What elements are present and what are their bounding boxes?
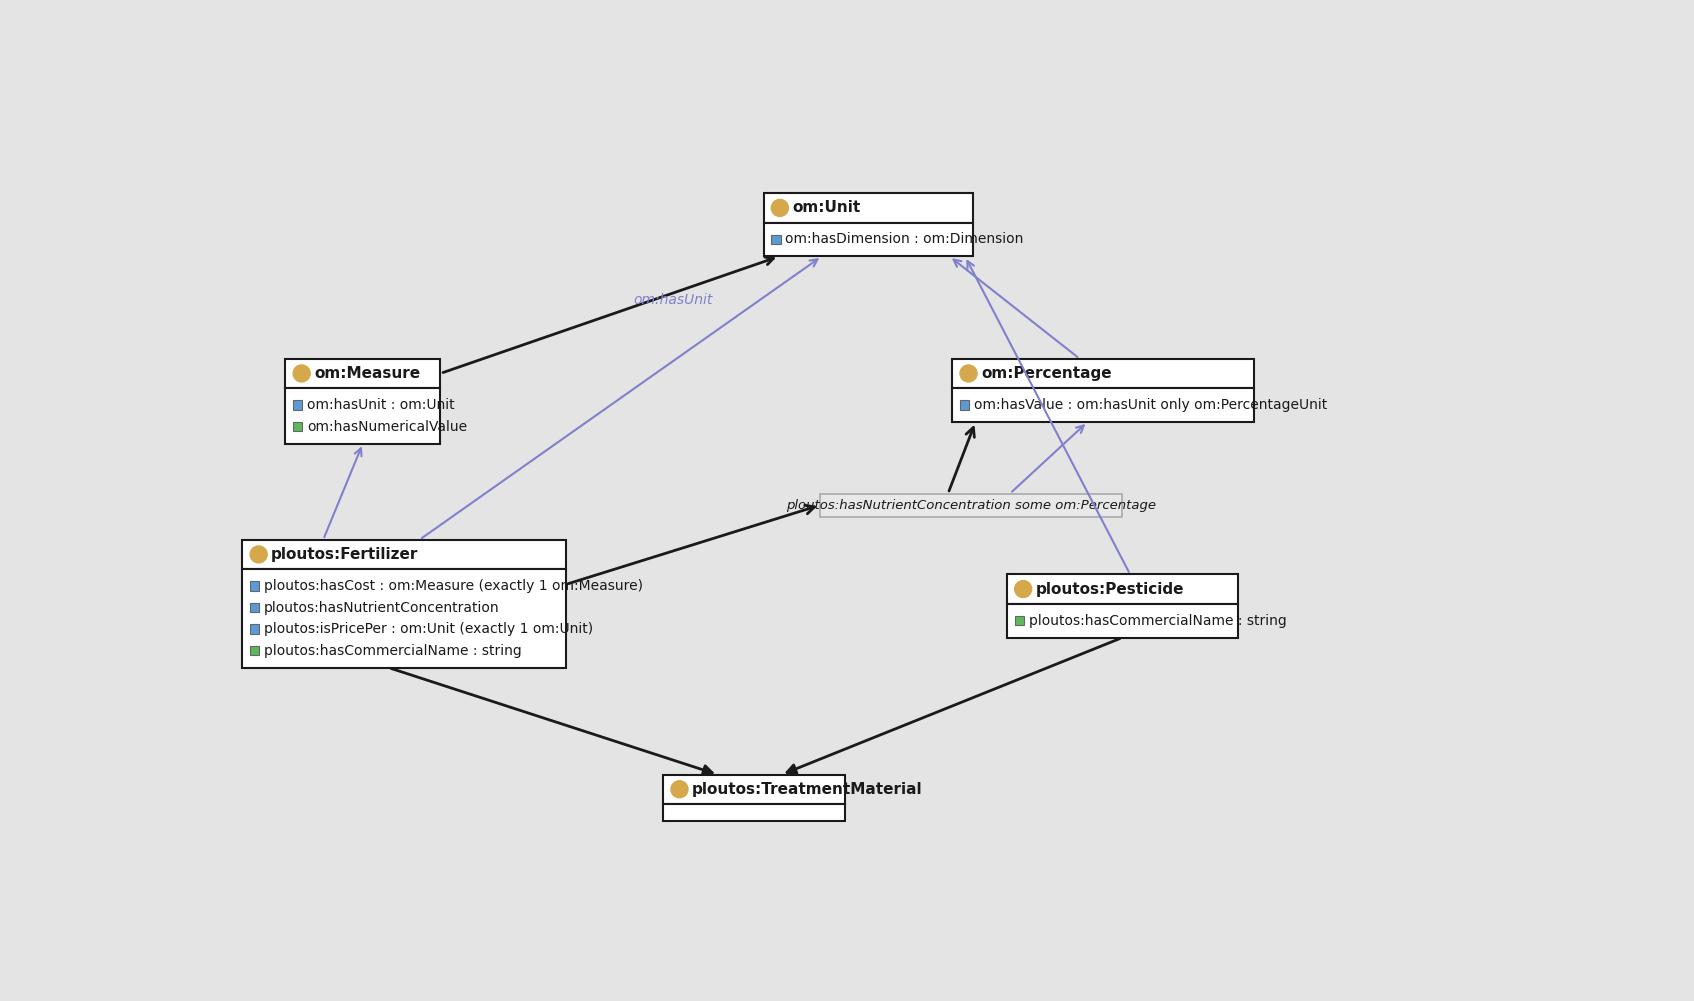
Text: ploutos:hasNutrientConcentration: ploutos:hasNutrientConcentration [264,601,500,615]
Bar [251,625,259,634]
Bar [251,603,259,613]
Bar [293,400,303,409]
Text: ploutos:isPricePer : om:Unit (exactly 1 om:Unit): ploutos:isPricePer : om:Unit (exactly 1 … [264,622,593,636]
Bar [662,775,845,804]
Bar [242,540,566,569]
Bar [242,569,566,668]
Bar [952,358,1254,388]
Bar [662,804,845,821]
Bar [285,358,440,388]
Bar [251,582,259,591]
Circle shape [671,781,688,798]
Text: om:Measure: om:Measure [313,366,420,381]
Circle shape [293,365,310,382]
Text: om:hasNumericalValue: om:hasNumericalValue [307,419,468,433]
Bar [764,193,972,222]
Bar [820,493,1123,517]
Bar [771,235,781,244]
Text: om:Unit: om:Unit [793,200,861,215]
Bar [1006,604,1238,638]
Bar [1015,616,1023,626]
Text: om:hasUnit: om:hasUnit [634,292,713,306]
Text: ploutos:TreatmentMaterial: ploutos:TreatmentMaterial [691,782,923,797]
Bar [251,646,259,656]
Bar [952,388,1254,422]
Circle shape [1015,581,1032,598]
Bar [285,388,440,443]
Bar [293,422,303,431]
Circle shape [251,546,268,563]
Text: ploutos:Fertilizer: ploutos:Fertilizer [271,547,418,562]
Bar [1006,575,1238,604]
Text: om:hasUnit : om:Unit: om:hasUnit : om:Unit [307,398,454,412]
Bar [960,400,969,409]
Text: ploutos:hasCommercialName : string: ploutos:hasCommercialName : string [264,644,522,658]
Text: ploutos:Pesticide: ploutos:Pesticide [1035,582,1184,597]
Circle shape [771,199,788,216]
Text: om:hasValue : om:hasUnit only om:PercentageUnit: om:hasValue : om:hasUnit only om:Percent… [974,398,1326,412]
Bar [764,222,972,256]
Text: om:hasDimension : om:Dimension: om:hasDimension : om:Dimension [786,232,1023,246]
Text: ploutos:hasCost : om:Measure (exactly 1 om:Measure): ploutos:hasCost : om:Measure (exactly 1 … [264,579,644,593]
Text: om:Percentage: om:Percentage [981,366,1111,381]
Text: ploutos:hasNutrientConcentration some om:Percentage: ploutos:hasNutrientConcentration some om… [786,498,1157,512]
Circle shape [960,365,977,382]
Text: ploutos:hasCommercialName : string: ploutos:hasCommercialName : string [1028,614,1286,628]
